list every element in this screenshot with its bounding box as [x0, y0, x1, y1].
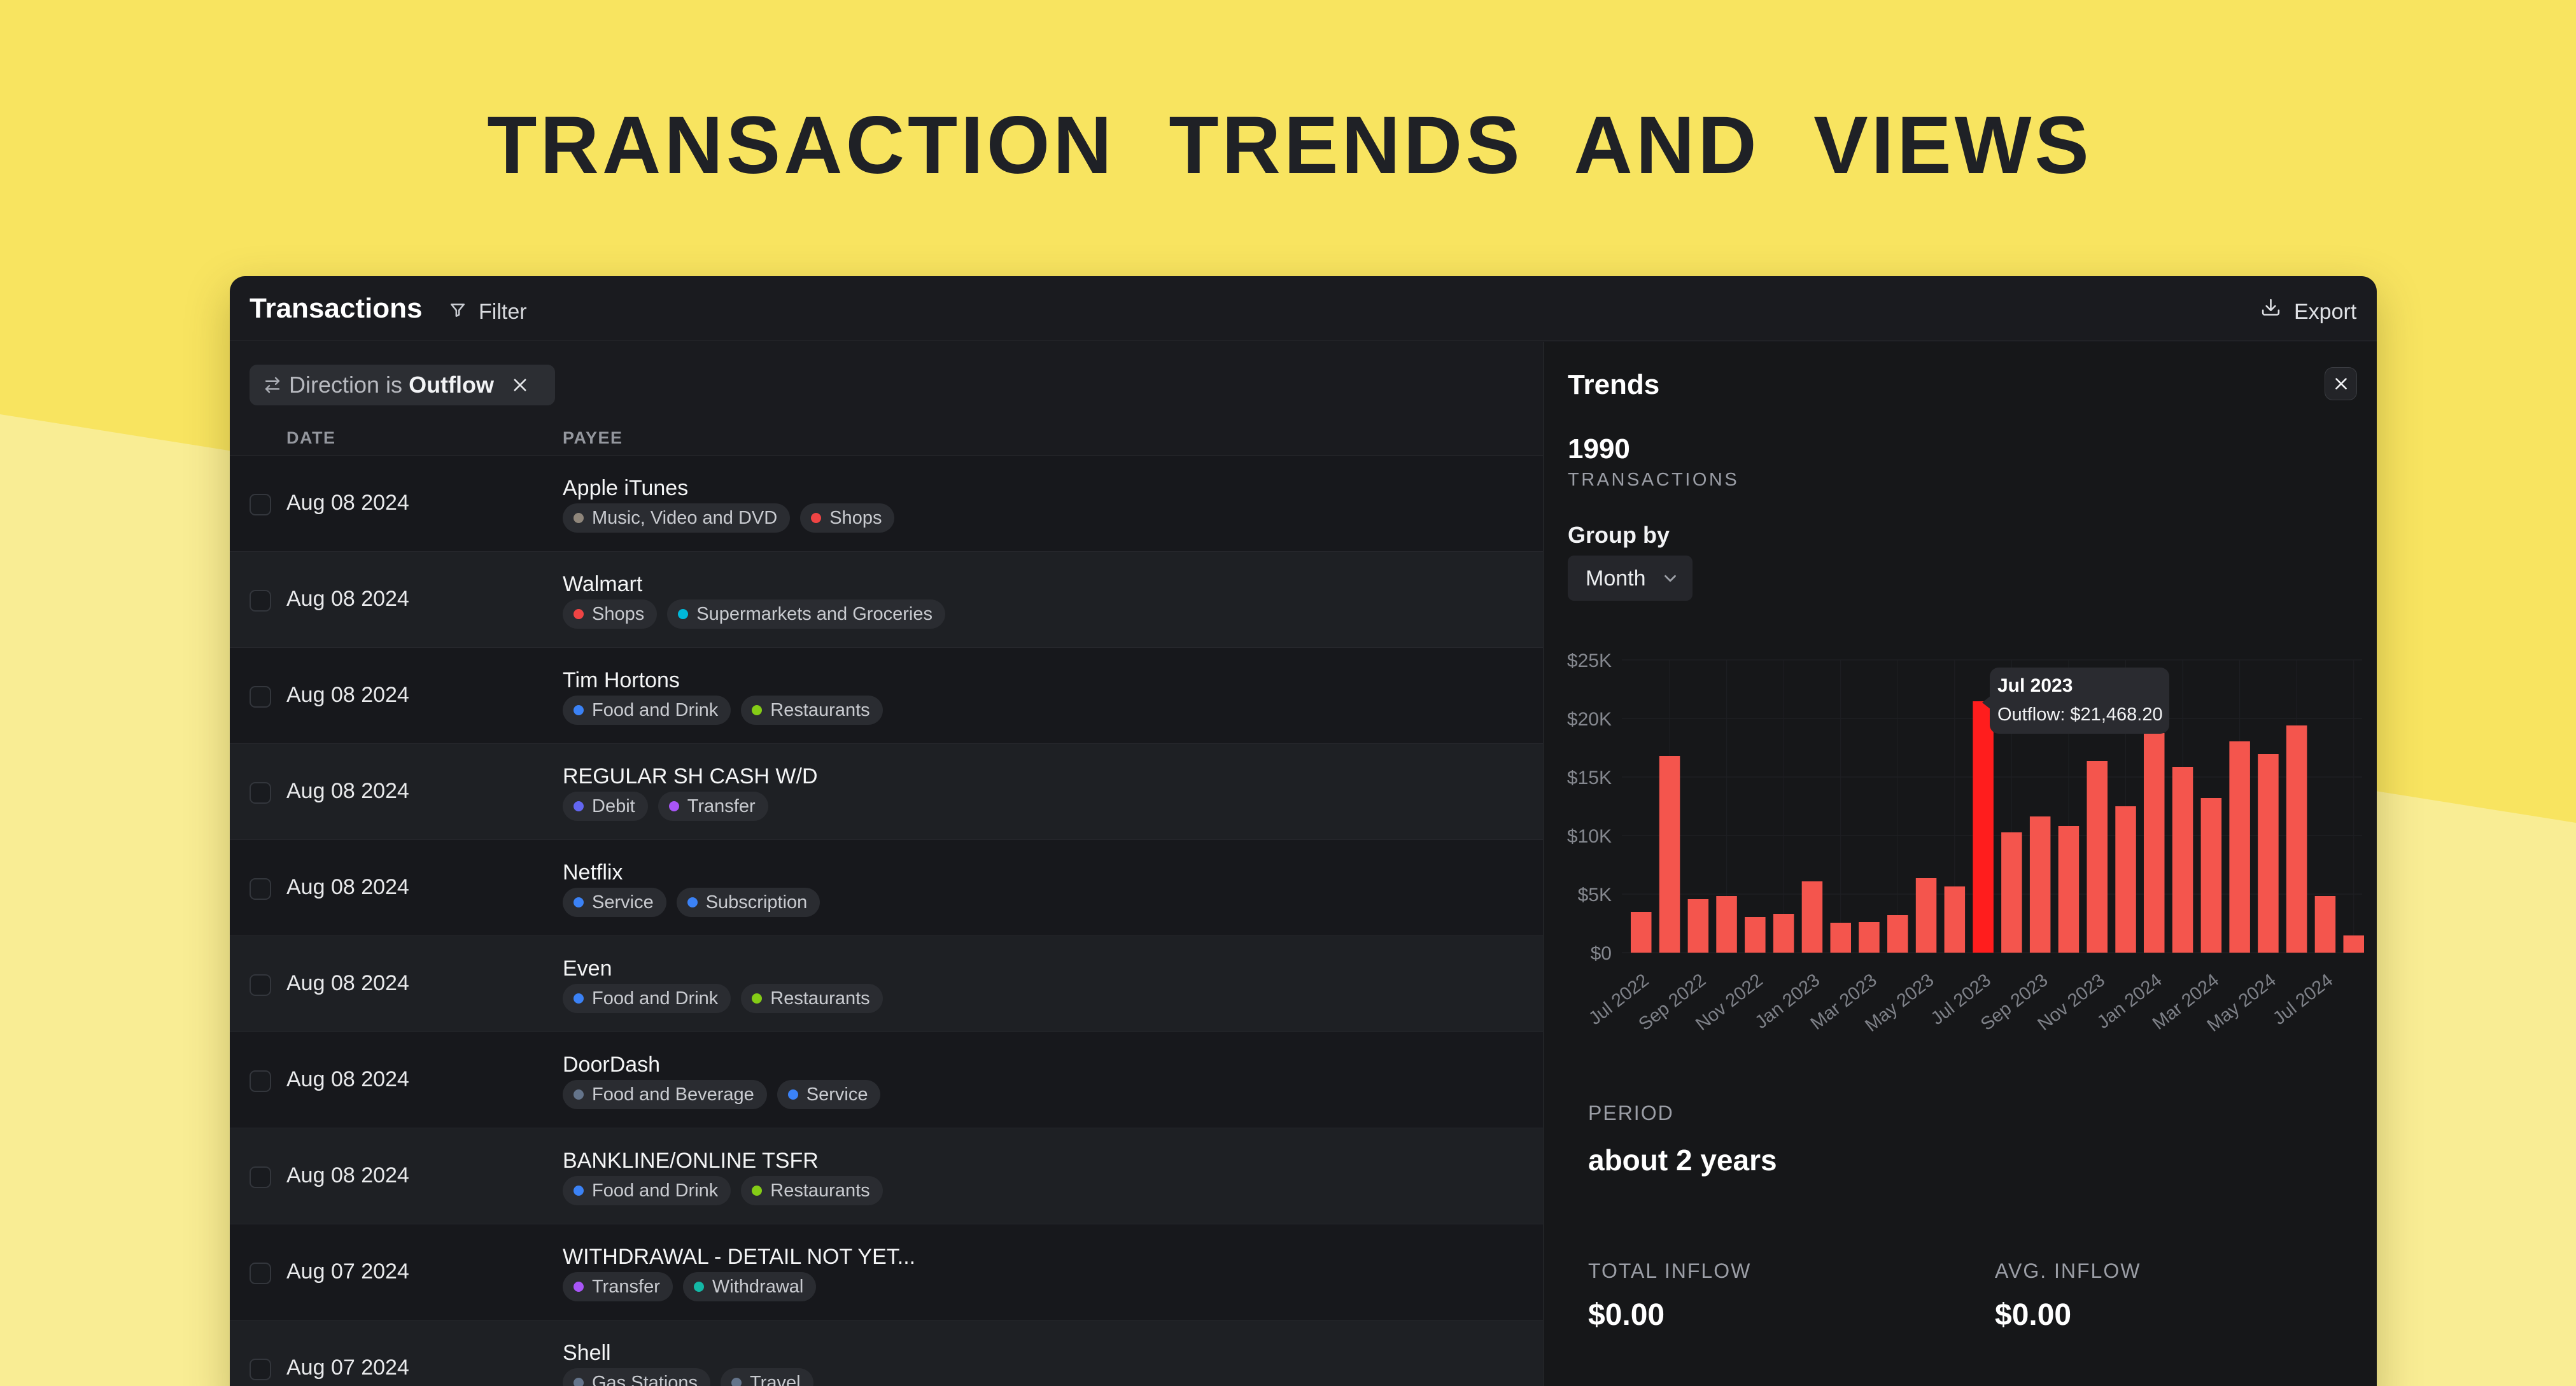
svg-text:$10K: $10K [1567, 826, 1612, 847]
svg-text:$5K: $5K [1578, 885, 1612, 906]
svg-text:Jul 2024: Jul 2024 [2269, 970, 2337, 1029]
svg-text:$20K: $20K [1567, 709, 1612, 730]
svg-text:$0: $0 [1591, 943, 1612, 964]
svg-text:$25K: $25K [1567, 650, 1612, 671]
svg-text:$15K: $15K [1567, 767, 1612, 788]
